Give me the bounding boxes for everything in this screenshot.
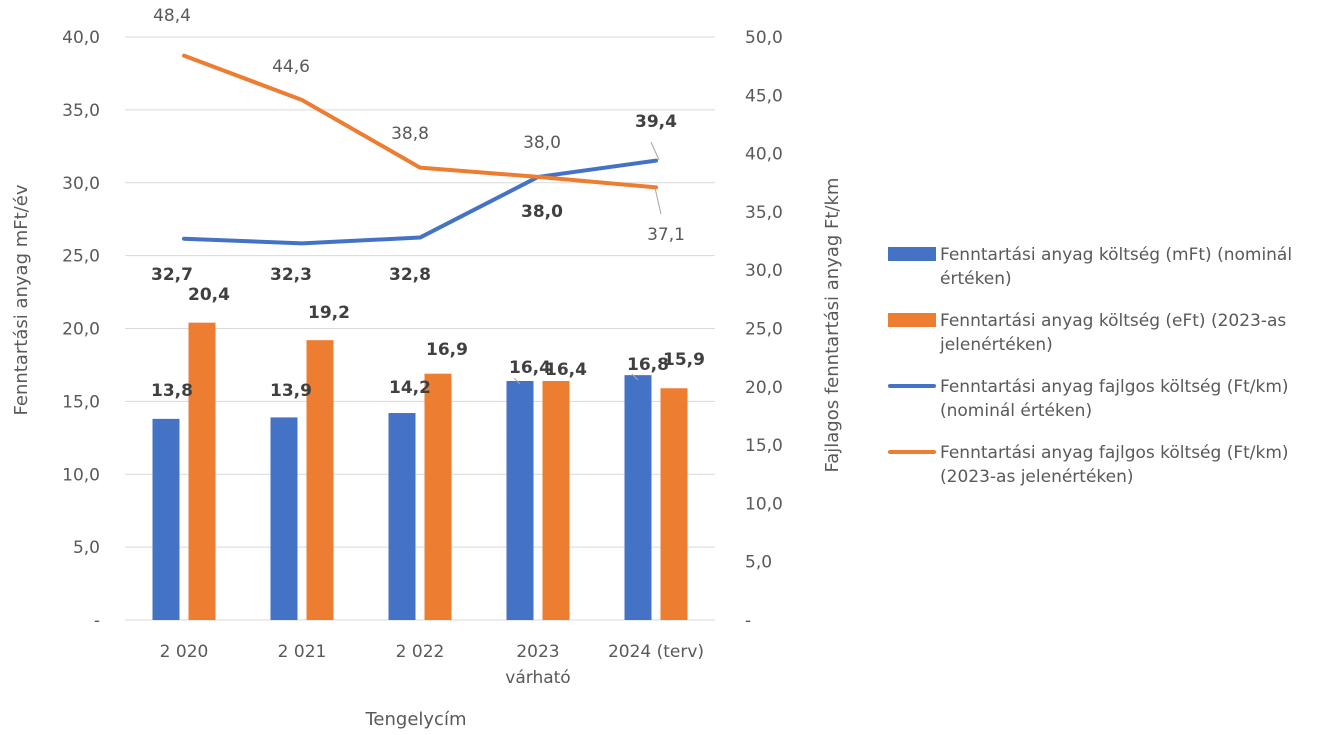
x-axis-title: Tengelycím <box>364 709 466 730</box>
bars <box>152 322 688 620</box>
right-tick-label: 30,0 <box>745 261 783 281</box>
left-tick-label: 5,0 <box>73 538 100 558</box>
bar <box>188 322 216 620</box>
line-data-label: 38,0 <box>521 202 563 222</box>
right-tick-label: - <box>745 611 751 631</box>
grid-lines <box>125 36 715 621</box>
bar-data-label: 13,9 <box>270 381 312 401</box>
legend-swatch <box>888 450 936 454</box>
left-tick-label: 30,0 <box>62 174 100 194</box>
right-tick-label: 5,0 <box>745 553 772 573</box>
left-tick-label: - <box>94 611 100 631</box>
leader-line <box>654 187 662 215</box>
line-data-label: 38,0 <box>523 133 561 153</box>
left-tick-label: 20,0 <box>62 320 100 340</box>
bar <box>388 413 416 620</box>
bar-data-label: 13,8 <box>151 381 193 401</box>
right-tick-label: 25,0 <box>745 320 783 340</box>
legend-item-line-present: Fenntartási anyag fajlgos költség (Ft/km… <box>888 441 1318 489</box>
legend-item-bar-present: Fenntartási anyag költség (eFt) (2023-as… <box>888 309 1318 357</box>
bar-data-label: 19,2 <box>308 303 350 323</box>
left-axis-ticks: - 5,0 10,0 15,0 20,0 25,0 30,0 35,0 40,0 <box>62 28 100 631</box>
x-tick-label: várható <box>505 668 570 688</box>
bar <box>624 375 652 620</box>
legend-label: Fenntartási anyag fajlgos költség (Ft/km… <box>940 377 1289 421</box>
leader-line <box>650 141 660 161</box>
bar-data-label: 14,2 <box>389 378 431 398</box>
legend-item-line-nominal: Fenntartási anyag fajlgos költség (Ft/km… <box>888 375 1318 423</box>
left-tick-label: 40,0 <box>62 28 100 48</box>
legend-label: Fenntartási anyag költség (eFt) (2023-as… <box>940 311 1287 355</box>
legend-label: Fenntartási anyag költség (mFt) (nominál… <box>940 245 1293 289</box>
x-tick-label: 2023 <box>516 642 559 662</box>
bar <box>270 417 298 620</box>
line-data-label: 37,1 <box>647 225 685 245</box>
right-tick-label: 20,0 <box>745 378 783 398</box>
x-tick-label: 2 021 <box>278 642 327 662</box>
bar <box>306 340 334 620</box>
x-tick-label: 2024 (terv) <box>608 642 704 662</box>
bar <box>660 388 688 620</box>
legend-swatch <box>888 313 936 327</box>
legend-item-bar-nominal: Fenntartási anyag költség (mFt) (nominál… <box>888 243 1318 291</box>
line-data-label: 38,8 <box>391 124 429 144</box>
line-data-label: 48,4 <box>153 6 191 26</box>
bar-data-label: 16,4 <box>545 360 587 380</box>
right-tick-label: 45,0 <box>745 86 783 106</box>
bar-data-label: 15,9 <box>663 350 705 370</box>
lines <box>182 53 658 246</box>
bar-data-label: 16,8 <box>627 355 669 375</box>
legend-swatch <box>888 247 936 261</box>
bar <box>506 380 534 620</box>
bar <box>542 380 570 620</box>
line-data-label: 44,6 <box>272 57 310 77</box>
right-tick-label: 15,0 <box>745 436 783 456</box>
line-data-label: 32,7 <box>151 265 193 285</box>
x-axis-ticks: 2 020 2 021 2 022 2023 várható 2024 (terv) <box>160 642 704 688</box>
legend-swatch <box>888 384 936 388</box>
leader-line <box>631 373 639 381</box>
line-data-label: 32,8 <box>389 265 431 285</box>
bar-data-label: 16,4 <box>509 358 551 378</box>
right-axis-ticks: - 5,0 10,0 15,0 20,0 25,0 30,0 35,0 40,0 45,0 50,0 <box>745 28 783 631</box>
x-tick-label: 2 022 <box>396 642 445 662</box>
right-tick-label: 10,0 <box>745 494 783 514</box>
bar-data-label: 20,4 <box>188 285 230 305</box>
series-line <box>182 53 658 190</box>
right-tick-label: 40,0 <box>745 145 783 165</box>
legend: Fenntartási anyag költség (mFt) (nominál… <box>888 243 1318 507</box>
data-labels: 13,8 13,9 14,2 16,4 16,8 20,4 19,2 16,9 16,4 15,9… <box>151 6 705 401</box>
series-line <box>182 158 658 246</box>
left-tick-label: 15,0 <box>62 392 100 412</box>
left-tick-label: 25,0 <box>62 247 100 267</box>
bar <box>152 418 180 620</box>
left-tick-label: 10,0 <box>62 465 100 485</box>
x-tick-label: 2 020 <box>160 642 209 662</box>
left-tick-label: 35,0 <box>62 101 100 121</box>
bar <box>424 373 452 620</box>
y-axis-right-title: Fajlagos fenntartási anyag Ft/km <box>822 178 843 473</box>
right-tick-label: 50,0 <box>745 28 783 48</box>
line-data-label: 32,3 <box>270 265 312 285</box>
right-tick-label: 35,0 <box>745 203 783 223</box>
line-data-label: 39,4 <box>635 112 677 132</box>
y-axis-left-title: Fenntartási anyag mFt/év <box>11 184 32 415</box>
leader-line <box>513 377 521 385</box>
bar-data-label: 16,9 <box>426 340 468 360</box>
legend-label: Fenntartási anyag fajlgos költség (Ft/km… <box>940 443 1289 487</box>
